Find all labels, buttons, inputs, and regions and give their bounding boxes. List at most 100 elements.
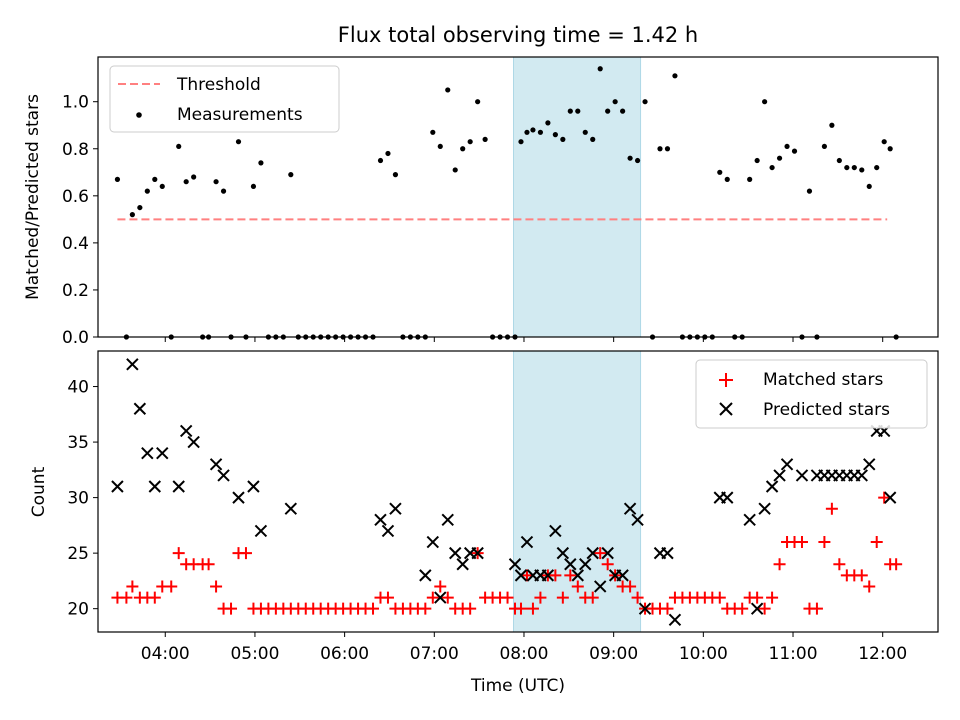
predicted-point [441,513,454,527]
predicted-point [381,524,395,538]
predicted-point [126,358,139,371]
predicted-point [284,502,298,515]
measurement-point [634,157,641,164]
measurement-point [518,139,524,145]
measurement-point [844,164,850,171]
predicted-point [209,458,223,471]
matched-point [549,569,562,582]
measurement-point [530,127,536,133]
matched-point [202,558,215,571]
measurement-point [605,108,611,114]
matched-point [434,580,447,593]
x-tick-label: 06:00 [320,644,369,664]
predicted-point [419,569,432,582]
predicted-point [556,546,570,560]
matched-point [148,591,161,604]
top-y-tick-label: 0.6 [62,187,89,207]
measurement-point [769,164,775,171]
matched-point [419,602,432,615]
measurement-point [567,108,573,114]
matched-point [810,602,823,615]
measurement-point [874,164,880,171]
predicted-point [541,569,555,582]
predicted-point [780,458,794,471]
matched-point [126,580,139,593]
measurement-point [612,99,618,105]
measurement-point [582,129,588,135]
top-y-axis-label: Matched/Predicted stars [23,94,43,300]
measurement-point [159,183,165,190]
measurement-point [430,129,436,135]
predicted-point [863,458,876,471]
x-tick-label: 11:00 [769,644,818,664]
matched-point [766,591,779,604]
measurement-point [213,179,219,185]
measurement-point [762,99,768,105]
x-tick-label: 08:00 [499,644,548,664]
predicted-point [631,513,644,527]
bottom-y-tick-label: 40 [67,378,89,398]
matched-point [426,591,439,604]
measurement-point [377,157,384,164]
predicted-point [514,569,528,582]
matched-point [878,491,891,504]
measurement-point [220,188,227,194]
matched-point [890,558,903,571]
measurement-point [724,176,730,182]
measurement-point [437,143,443,150]
matched-point [601,558,614,571]
top-highlight-band [513,56,642,338]
predicted-point [141,446,154,460]
measurement-point [672,73,678,79]
bottom-x-ticks: 04:00 05:00 06:00 07:00 08:00 09:00 10:00 11:00… [141,632,907,664]
predicted-point [579,558,592,571]
measurement-point [183,179,189,185]
matched-point [594,547,607,560]
matched-point [520,569,533,582]
top-highlight-band-layer [513,56,642,338]
predicted-legend-label: Predicted stars [763,400,890,420]
top-y-tick-label: 0.8 [62,140,89,160]
top-legend: Threshold Measurements [109,65,340,133]
predicted-point [426,535,440,549]
top-x-ticks [164,337,884,342]
measurement-point [467,139,473,145]
x-tick-label: 07:00 [410,644,459,664]
predicted-point [593,580,607,593]
x-tick-label: 04:00 [141,644,190,664]
matched-point [586,591,599,604]
predicted-point [389,502,402,515]
measurement-point [460,146,466,152]
measurements-legend-label: Measurements [177,105,303,125]
measurement-point [475,99,481,105]
matched-point [564,569,577,582]
bottom-legend: Matched stars Predicted stars [695,359,928,429]
measurement-point [627,155,633,161]
measurement-point [642,99,648,105]
predicted-point [855,469,868,482]
measurement-point [590,136,596,142]
matched-legend-label: Matched stars [763,370,883,390]
predicted-point [232,491,245,504]
predicted-point [564,558,577,571]
matched-point [661,602,674,615]
measurement-point [545,120,551,126]
top-y-ticks: 0.0 0.2 0.4 0.6 0.8 1.0 [62,93,98,348]
matched-point [165,580,178,593]
predicted-point [449,546,462,560]
predicted-point [549,524,562,538]
top-y-tick-label: 0.4 [62,234,89,254]
predicted-point [434,591,447,604]
measurement-point [776,155,783,161]
matched-point [571,580,584,593]
x-tick-label: 12:00 [858,644,907,664]
matched-point [501,591,514,604]
predicted-point [623,502,637,515]
matched-point [534,591,547,604]
bottom-y-axis-label: Count [29,466,49,517]
top-y-tick-label: 1.0 [62,93,89,113]
measurement-point [784,143,790,150]
matched-point [773,558,786,571]
measurement-point [791,148,798,154]
